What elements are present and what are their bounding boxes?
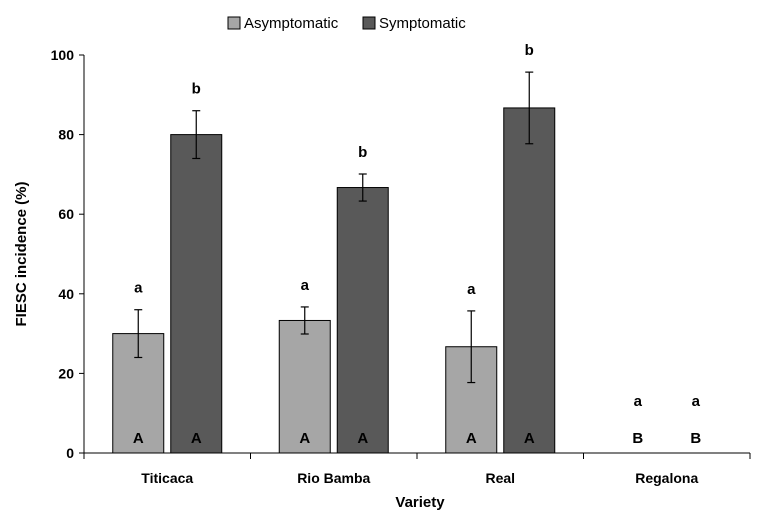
- y-tick-label: 100: [51, 47, 75, 63]
- significance-upper-symptomatic-regalona: a: [692, 393, 701, 410]
- y-tick-label: 80: [58, 127, 74, 143]
- significance-lower-asymptomatic-rio-bamba: A: [299, 430, 310, 447]
- error-bars-layer: [134, 71, 534, 384]
- y-tick-label: 0: [66, 445, 74, 461]
- y-tick-label: 20: [58, 365, 74, 381]
- significance-upper-symptomatic-titicaca: b: [192, 81, 201, 98]
- significance-lower-asymptomatic-regalona: B: [632, 430, 643, 447]
- y-tick-label: 40: [58, 286, 74, 302]
- bar-symptomatic-real: [503, 107, 556, 454]
- x-tick-label-real: Real: [485, 470, 515, 486]
- x-tick-label-rio-bamba: Rio Bamba: [297, 470, 370, 486]
- significance-lower-symptomatic-titicaca: A: [191, 430, 202, 447]
- bars-layer: [112, 107, 556, 454]
- y-ticks: 0 20 40 60 80 100: [51, 47, 84, 461]
- significance-lower-symptomatic-regalona: B: [690, 430, 701, 447]
- x-tick-label-regalona: Regalona: [635, 470, 698, 486]
- legend-swatch-asymptomatic: [227, 16, 241, 30]
- significance-lower-symptomatic-rio-bamba: A: [357, 430, 368, 447]
- significance-upper-asymptomatic-titicaca: a: [134, 280, 143, 297]
- bar-asymptomatic-rio-bamba: [278, 319, 331, 454]
- significance-upper-symptomatic-rio-bamba: b: [358, 144, 367, 161]
- significance-upper-symptomatic-real: b: [525, 42, 534, 59]
- legend: Asymptomatic Symptomatic: [227, 15, 466, 32]
- significance-upper-asymptomatic-regalona: a: [634, 393, 643, 410]
- x-tick-label-titicaca: Titicaca: [141, 470, 193, 486]
- significance-lower-asymptomatic-real: A: [466, 430, 477, 447]
- significance-upper-asymptomatic-real: a: [467, 281, 476, 298]
- significance-labels-layer: a Ab Aa Ab Aa Ab Aa Ba B: [133, 42, 702, 447]
- x-axis-title: Variety: [395, 494, 445, 511]
- significance-lower-symptomatic-real: A: [524, 430, 535, 447]
- significance-upper-asymptomatic-rio-bamba: a: [301, 277, 310, 294]
- bar-symptomatic-rio-bamba: [336, 187, 389, 454]
- significance-lower-asymptomatic-titicaca: A: [133, 430, 144, 447]
- legend-label-asymptomatic: Asymptomatic: [244, 15, 339, 32]
- x-ticks: Titicaca Rio Bamba Real Regalona: [83, 453, 751, 486]
- bar-symptomatic-titicaca: [170, 134, 223, 454]
- legend-label-symptomatic: Symptomatic: [379, 15, 466, 32]
- legend-swatch-symptomatic: [362, 16, 376, 30]
- y-axis-title: FIESC incidence (%): [13, 181, 30, 326]
- y-tick-label: 60: [58, 206, 74, 222]
